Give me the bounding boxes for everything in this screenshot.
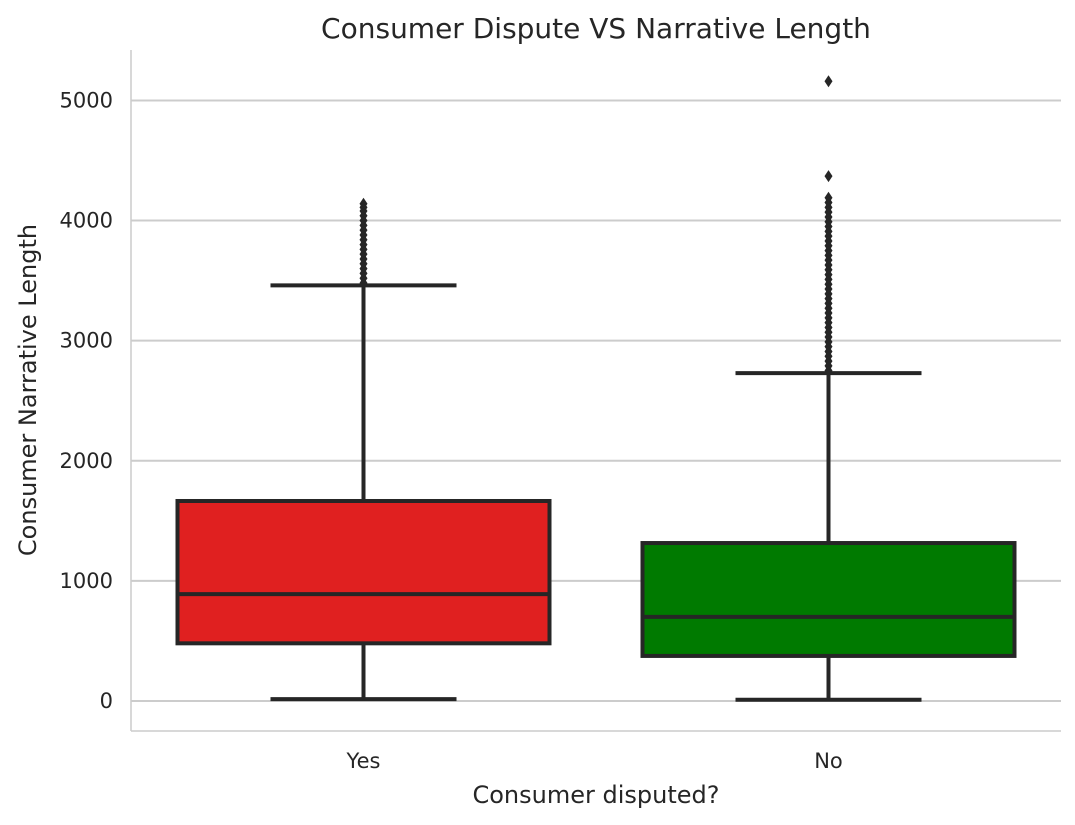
y-tick-label: 4000	[60, 209, 113, 233]
y-tick-label: 5000	[60, 88, 113, 112]
boxes	[175, 75, 1017, 702]
outlier-point	[359, 197, 368, 210]
y-tick-label: 2000	[60, 449, 113, 473]
y-tick-label: 3000	[60, 329, 113, 353]
iqr-box	[640, 541, 1017, 658]
x-tick-label: No	[814, 749, 843, 773]
outlier-point	[824, 75, 833, 88]
x-axis-label: Consumer disputed?	[472, 781, 719, 809]
box-group-no	[640, 75, 1017, 702]
y-tick-label: 1000	[60, 569, 113, 593]
y-axis-label: Consumer Narrative Length	[14, 224, 42, 556]
box-group-yes	[175, 197, 552, 702]
x-tick-label: Yes	[346, 749, 381, 773]
y-tick-labels: 0 1000 2000 3000 4000 5000	[60, 88, 113, 713]
outlier-point	[824, 191, 833, 204]
x-tick-labels: Yes No	[346, 749, 843, 773]
y-tick-label: 0	[100, 689, 113, 713]
chart-title: Consumer Dispute VS Narrative Length	[321, 12, 871, 45]
outlier-point	[824, 170, 833, 183]
iqr-box	[175, 498, 552, 646]
